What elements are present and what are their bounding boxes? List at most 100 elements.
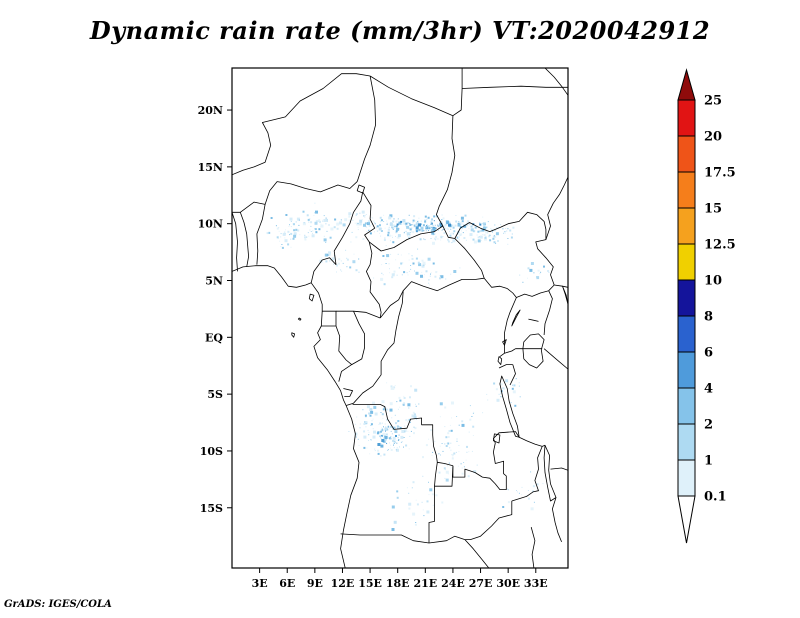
border-chad-sudan xyxy=(436,115,456,227)
border-lake-tanganyika xyxy=(499,375,520,438)
border-kenya-tanzania xyxy=(543,348,568,370)
border-rwanda-north xyxy=(504,348,516,354)
colorbar-arrow-top xyxy=(677,68,696,101)
border-egypt-sudan xyxy=(462,85,568,89)
border-libya-chad xyxy=(369,75,454,117)
lon-label-21E: 21E xyxy=(413,577,437,590)
lon-label-9E: 9E xyxy=(307,577,323,590)
colorbar-segment xyxy=(677,207,696,245)
border-togo-benin xyxy=(239,212,249,267)
border-gabon-congo xyxy=(335,325,353,382)
colorbar-segment xyxy=(677,135,696,173)
border-red-sea-coast xyxy=(544,68,568,96)
colorbar-segment xyxy=(677,387,696,425)
colorbar-label-4: 4 xyxy=(704,382,713,397)
x-axis: 3E 6E 9E 12E 15E 18E 21E 24E 27E 30E 33E xyxy=(252,568,548,590)
lat-label-15S: 15S xyxy=(200,502,223,515)
lat-label-10N: 10N xyxy=(198,218,223,231)
lon-label-33E: 33E xyxy=(524,577,548,590)
border-angola-drc xyxy=(352,404,454,467)
border-angola-namibia xyxy=(340,533,466,544)
border-congo-gabon-east xyxy=(351,311,365,365)
colorbar-label-17.5: 17.5 xyxy=(704,166,736,181)
colorbar-segment xyxy=(677,243,696,281)
border-lake-victoria xyxy=(522,333,545,369)
lat-label-5S: 5S xyxy=(207,388,223,401)
lon-label-15E: 15E xyxy=(358,577,382,590)
border-tanzania-zambia-malawi xyxy=(519,436,546,447)
border-bioko-island xyxy=(308,293,315,302)
map-frame xyxy=(231,67,569,569)
border-zambia-mozambique xyxy=(464,501,513,540)
border-rwanda-west xyxy=(499,352,505,357)
border-zambia-13s xyxy=(434,465,454,487)
border-rwanda-burundi xyxy=(498,364,513,369)
colorbar-arrow-bottom xyxy=(677,495,696,544)
lon-label-6E: 6E xyxy=(279,577,295,590)
colorbar-segment xyxy=(677,423,696,461)
border-lake-malawi xyxy=(543,444,557,502)
border-uganda-kenya xyxy=(543,290,553,336)
lon-label-12E: 12E xyxy=(331,577,355,590)
border-lake-mweru xyxy=(493,433,501,444)
border-cameroon-east xyxy=(362,191,382,319)
border-lake-chad xyxy=(356,184,365,194)
border-principe-island xyxy=(297,317,302,321)
lon-label-30E: 30E xyxy=(496,577,520,590)
colorbar-label-15: 15 xyxy=(704,202,722,217)
colorbar: 25 20 17.5 15 12.5 10 8 6 4 2 1 0.1 xyxy=(677,68,736,544)
border-lake-kyoga xyxy=(528,318,539,322)
colorbar-label-10: 10 xyxy=(704,274,722,289)
border-sudan-ssudan xyxy=(454,211,547,240)
border-mozambique-zimbabwe xyxy=(530,526,536,568)
colorbar-segment xyxy=(677,279,696,317)
y-axis: 20N 15N 10N 5N EQ 5S 10S 15S xyxy=(198,104,232,515)
colorbar-label-0.1: 0.1 xyxy=(704,490,727,505)
border-niger-chad xyxy=(356,75,376,182)
colorbar-segment xyxy=(677,99,696,137)
border-lake-kivu xyxy=(497,356,503,365)
border-car-sudan xyxy=(442,225,485,279)
border-niger-north xyxy=(232,73,371,176)
border-zimbabwe-botswana xyxy=(464,539,490,568)
colorbar-label-12.5: 12.5 xyxy=(704,238,736,253)
colorbar-segment xyxy=(677,315,696,353)
colorbar-segment xyxy=(677,171,696,209)
border-ghana-togo xyxy=(232,212,238,272)
lon-label-27E: 27E xyxy=(469,577,493,590)
lat-label-EQ: EQ xyxy=(205,331,223,344)
border-tanzania-mozambique xyxy=(550,467,568,471)
chart-title: Dynamic rain rate (mm/3hr) VT:2020042912 xyxy=(89,16,711,45)
border-eq-guinea xyxy=(321,310,337,327)
border-sao-tome-island xyxy=(291,332,295,338)
border-car-drc xyxy=(379,277,485,319)
colorbar-label-20: 20 xyxy=(704,130,722,145)
lat-label-5N: 5N xyxy=(205,275,223,288)
border-gabon-north xyxy=(336,310,381,319)
grads-attribution: GrADS: IGES/COLA xyxy=(4,599,112,610)
lon-label-18E: 18E xyxy=(386,577,410,590)
border-chad-car xyxy=(368,225,444,252)
lat-label-10S: 10S xyxy=(200,445,223,458)
border-malawi-south xyxy=(552,497,562,543)
border-lake-edward xyxy=(502,339,507,346)
colorbar-label-25: 25 xyxy=(704,94,722,109)
lat-label-15N: 15N xyxy=(198,161,223,174)
country-borders xyxy=(232,68,568,568)
border-coast-west xyxy=(232,265,360,568)
border-egypt-libya xyxy=(452,68,463,117)
colorbar-label-2: 2 xyxy=(704,418,713,433)
lon-label-3E: 3E xyxy=(252,577,268,590)
border-burundi-tanzania xyxy=(509,364,516,386)
border-cabinda xyxy=(343,388,353,397)
lon-label-24E: 24E xyxy=(441,577,465,590)
border-benin-nigeria xyxy=(256,204,266,265)
border-zambia-malawi xyxy=(511,446,543,502)
border-nigeria-cameroon xyxy=(310,191,364,283)
lat-label-20N: 20N xyxy=(198,104,223,117)
border-congo-river xyxy=(345,290,404,406)
colorbar-segment xyxy=(677,459,696,497)
colorbar-label-1: 1 xyxy=(704,454,713,469)
